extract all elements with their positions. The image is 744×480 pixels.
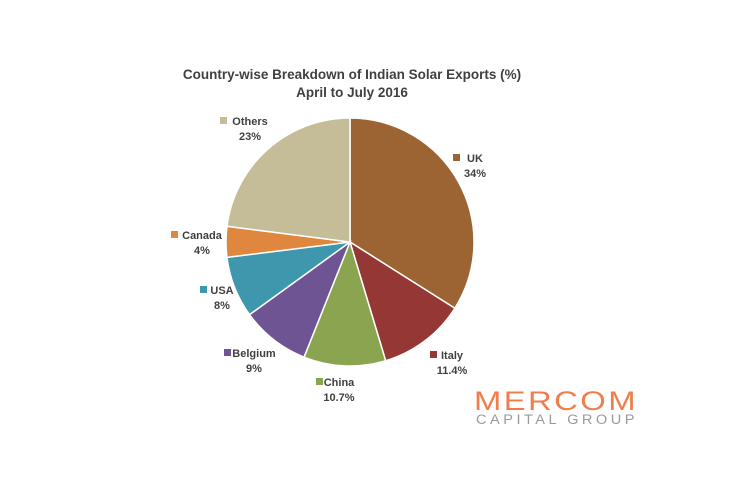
legend-marker-canada <box>171 231 178 238</box>
slice-label-name-others: Others <box>232 116 267 128</box>
slice-label-value-others: 23% <box>239 131 261 143</box>
slice-label-value-usa: 8% <box>214 300 230 312</box>
logo-main-text: MERCOM <box>474 386 638 416</box>
slice-label-name-uk: UK <box>467 153 483 165</box>
chart-subtitle: April to July 2016 <box>296 85 408 100</box>
slice-label-name-canada: Canada <box>182 230 223 242</box>
legend-marker-uk <box>453 154 460 161</box>
pie-labels: UK 34% Italy 11.4% China 10.7% Belgium 9% USA 8% C… <box>171 116 486 404</box>
slice-label-value-belgium: 9% <box>246 363 262 375</box>
slice-label-name-belgium: Belgium <box>232 348 276 360</box>
legend-marker-belgium <box>224 349 231 356</box>
slice-label-value-china: 10.7% <box>323 392 354 404</box>
pie-slice-others <box>226 117 351 243</box>
slice-label-name-usa: USA <box>210 285 233 297</box>
legend-marker-others <box>220 117 227 124</box>
legend-marker-usa <box>200 286 207 293</box>
pie-slice-china <box>303 239 387 367</box>
pie-slice-italy <box>348 240 456 362</box>
slice-label-name-china: China <box>324 377 355 389</box>
slice-label-value-canada: 4% <box>194 245 210 257</box>
legend-marker-china <box>316 378 323 385</box>
logo-sub-text: CAPITAL GROUP <box>476 412 638 427</box>
legend-marker-italy <box>430 351 437 358</box>
slice-label-name-italy: Italy <box>441 350 464 362</box>
slice-label-value-italy: 11.4% <box>437 365 468 377</box>
pie-slices <box>225 117 475 367</box>
slice-label-value-uk: 34% <box>464 168 486 180</box>
mercom-logo: MERCOM CAPITAL GROUP <box>474 386 638 427</box>
chart-title: Country-wise Breakdown of Indian Solar E… <box>183 67 521 82</box>
pie-slice-uk <box>349 117 475 310</box>
